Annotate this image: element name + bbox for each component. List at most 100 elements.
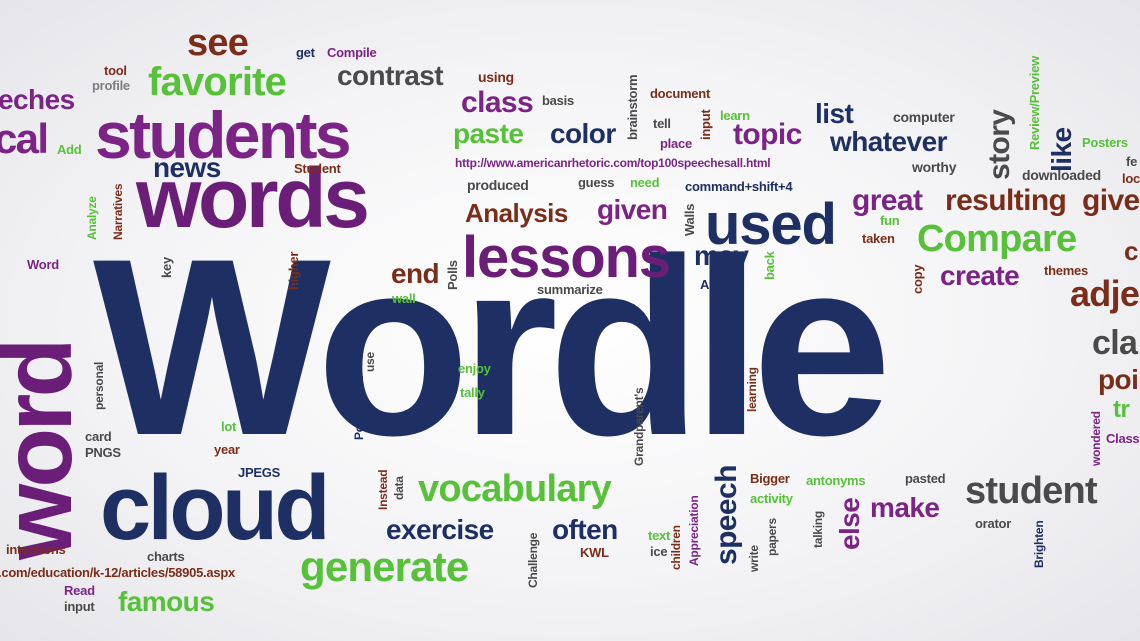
cloud-word-c: c <box>1124 236 1138 266</box>
cloud-word-words: words <box>136 151 370 245</box>
cloud-word-pasted: pasted <box>905 471 946 486</box>
cloud-word-charts: charts <box>147 549 185 564</box>
cloud-word-higher: higher <box>286 251 301 290</box>
cloud-word-news: news <box>153 152 221 183</box>
cloud-word-exercise: exercise <box>386 514 494 545</box>
cloud-word-read: Read <box>64 583 95 598</box>
cloud-word-tool: tool <box>104 63 127 78</box>
cloud-word-key: key <box>159 257 174 278</box>
cloud-word-worthy: worthy <box>912 159 957 175</box>
cloud-word-produced: produced <box>467 177 529 193</box>
cloud-word-downloaded: downloaded <box>1022 167 1101 183</box>
cloud-word-brighten: Brighten <box>1032 520 1046 568</box>
cloud-word-url-education: .com/education/k-12/articles/58905.aspx <box>0 565 235 580</box>
cloud-word-analysis: Analysis <box>465 198 568 228</box>
cloud-word-instead: Instead <box>376 469 390 510</box>
cloud-word-fe: fe <box>1126 154 1138 169</box>
cloud-word-student-small: Student <box>294 161 341 176</box>
cloud-word-kwl: KWL <box>580 545 609 560</box>
cloud-word-input: input <box>698 109 713 140</box>
cloud-word-basis: basis <box>542 93 574 108</box>
cloud-word-vocabulary: vocabulary <box>418 468 612 510</box>
cloud-word-taken: taken <box>862 231 895 246</box>
cloud-word-place: place <box>660 136 692 151</box>
cloud-word-bigger: Bigger <box>750 471 790 486</box>
cloud-word-speech: speech <box>710 465 743 565</box>
cloud-word-like: like <box>1046 127 1077 172</box>
cloud-word-often: often <box>552 514 618 545</box>
cloud-word-grandparents: Grandparent's <box>632 387 646 466</box>
cloud-word-papers: papers <box>765 518 779 556</box>
cloud-word-word: word <box>0 341 92 560</box>
cloud-word-generate: generate <box>300 543 469 590</box>
cloud-word-topic: topic <box>733 118 802 151</box>
cloud-word-write: write <box>747 545 761 572</box>
cloud-word-challenge: Challenge <box>526 532 540 588</box>
cloud-word-whatever: whatever <box>830 126 947 157</box>
cloud-word-cloud: cloud <box>100 457 331 559</box>
cloud-word-computer: computer <box>893 109 955 125</box>
cloud-word-make: make <box>870 492 940 523</box>
cloud-word-url-top100: http://www.americanrhetoric.com/top100sp… <box>455 156 771 170</box>
cloud-word-copy: copy <box>910 264 925 294</box>
cloud-word-compile: Compile <box>327 45 377 60</box>
cloud-word-review-preview: Review/Preview <box>1027 56 1042 150</box>
cloud-word-analyze: Analyze <box>85 196 99 240</box>
cloud-word-learning: learning <box>745 367 759 412</box>
cloud-word-poi: poi <box>1098 364 1139 395</box>
cloud-word-famous: famous <box>118 586 215 617</box>
cloud-word-class: class <box>461 86 534 119</box>
cloud-word-ice: ice <box>650 544 668 559</box>
cloud-word-learn: learn <box>720 108 750 123</box>
cloud-word-resulting: resulting <box>945 184 1067 217</box>
cloud-word-used: used <box>705 192 837 257</box>
cloud-word-text: text <box>648 528 671 543</box>
cloud-word-list: list <box>815 98 854 129</box>
cloud-word-create: create <box>940 260 1020 291</box>
cloud-word-adje: adje <box>1070 273 1140 314</box>
cloud-word-tr: tr <box>1113 396 1130 423</box>
cloud-word-personal: personal <box>92 361 106 410</box>
cloud-word-compare: Compare <box>917 218 1077 260</box>
cloud-word-get: get <box>296 45 315 60</box>
cloud-word-class-small: Class <box>1106 431 1140 446</box>
cloud-word-guess: guess <box>578 175 615 190</box>
cloud-word-activity: activity <box>750 491 793 506</box>
cloud-word-orator: orator <box>975 516 1011 531</box>
cloud-word-data: data <box>392 476 406 500</box>
cloud-word-lot: lot <box>221 419 237 434</box>
cloud-word-cal: cal <box>0 115 49 162</box>
cloud-word-pngs: PNGS <box>85 445 121 460</box>
cloud-word-enjoy: enjoy <box>458 361 491 376</box>
cloud-word-see: see <box>187 22 249 64</box>
cloud-word-eches: eches <box>0 84 75 115</box>
cloud-word-input-small: input <box>64 599 95 614</box>
cloud-word-loc: loc <box>1122 171 1140 186</box>
cloud-word-year: year <box>214 442 240 457</box>
cloud-word-cla: cla <box>1092 324 1138 362</box>
cloud-word-word-small: Word <box>27 257 59 272</box>
cloud-word-antonyms: antonyms <box>806 473 866 488</box>
cloud-word-polls: Polls <box>445 260 460 290</box>
cloud-word-talking: talking <box>811 511 825 548</box>
cloud-word-document: document <box>650 86 711 101</box>
cloud-word-fun: fun <box>880 213 900 228</box>
cloud-word-lessons: lessons <box>462 225 671 290</box>
cloud-word-summarize: summarize <box>537 282 603 297</box>
cloud-word-students: students <box>95 98 352 172</box>
cloud-word-using: using <box>478 69 514 85</box>
cloud-word-wordle: Wordle <box>93 207 892 488</box>
cloud-word-else: else <box>834 497 865 550</box>
cloud-word-card: card <box>85 429 112 444</box>
cloud-word-given: given <box>597 194 668 225</box>
cloud-word-may: may <box>694 240 749 271</box>
cloud-word-favorite: favorite <box>148 60 287 104</box>
cloud-word-powerpoint: PowerPoint <box>352 376 366 440</box>
cloud-word-great: great <box>852 184 923 217</box>
cloud-word-use: use <box>363 352 377 372</box>
cloud-word-color: color <box>550 118 616 149</box>
cloud-word-student: student <box>965 470 1098 512</box>
cloud-word-children: children <box>669 525 683 570</box>
cloud-word-back: back <box>762 251 777 280</box>
